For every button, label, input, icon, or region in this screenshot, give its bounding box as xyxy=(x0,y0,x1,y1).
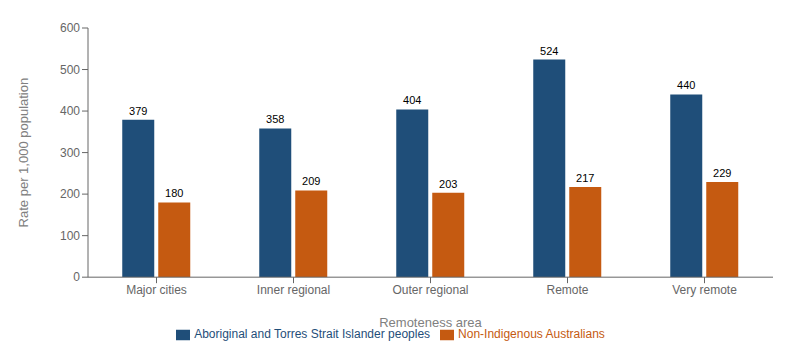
svg-text:358: 358 xyxy=(266,113,284,125)
html-text:Aboriginal and Torres Strait I: Aboriginal and Torres Strait Islander pe… xyxy=(194,327,431,342)
svg-text:229: 229 xyxy=(713,167,731,179)
svg-text:400: 400 xyxy=(60,104,80,118)
svg-text:209: 209 xyxy=(302,175,320,187)
svg-text:Remote: Remote xyxy=(546,283,588,297)
svg-text:Major cities: Major cities xyxy=(126,283,187,297)
svg-text:300: 300 xyxy=(60,146,80,160)
svg-text:Outer regional: Outer regional xyxy=(392,283,468,297)
svg-text:217: 217 xyxy=(576,172,594,184)
svg-text:600: 600 xyxy=(60,21,80,35)
svg-text:203: 203 xyxy=(439,178,457,190)
html-text:Non-Indigenous Australians: Non-Indigenous Australians xyxy=(458,327,605,342)
svg-text:404: 404 xyxy=(403,94,421,106)
svg-text:100: 100 xyxy=(60,229,80,243)
svg-text:Rate per 1,000 population: Rate per 1,000 population xyxy=(16,78,31,228)
svg-text:379: 379 xyxy=(129,105,147,117)
svg-text:500: 500 xyxy=(60,63,80,77)
svg-text:0: 0 xyxy=(73,270,80,284)
svg-text:200: 200 xyxy=(60,187,80,201)
svg-text:Remoteness area: Remoteness area xyxy=(379,315,482,330)
svg-text:440: 440 xyxy=(677,79,695,91)
svg-text:180: 180 xyxy=(165,187,183,199)
svg-text:Inner regional: Inner regional xyxy=(257,283,330,297)
svg-text:524: 524 xyxy=(540,45,558,57)
svg-text:Very remote: Very remote xyxy=(672,283,737,297)
